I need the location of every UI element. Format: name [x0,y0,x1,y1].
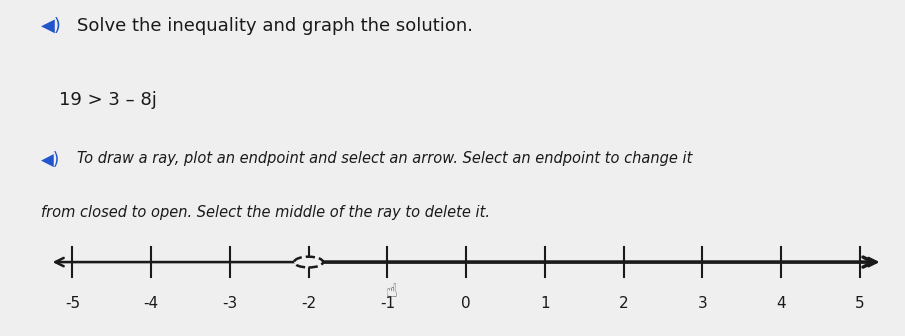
Text: from closed to open. Select the middle of the ray to delete it.: from closed to open. Select the middle o… [41,205,490,220]
Text: To draw a ray, plot an endpoint and select an arrow. Select an endpoint to chang: To draw a ray, plot an endpoint and sele… [77,151,692,166]
Circle shape [294,257,323,267]
Text: Solve the inequality and graph the solution.: Solve the inequality and graph the solut… [77,17,473,35]
Text: 2: 2 [619,296,628,311]
Text: -2: -2 [301,296,316,311]
Text: 4: 4 [776,296,786,311]
Text: 19 > 3 – 8j: 19 > 3 – 8j [59,91,157,109]
Text: ◀): ◀) [41,17,62,35]
Text: -1: -1 [380,296,395,311]
Text: ☝: ☝ [386,282,398,301]
Text: 5: 5 [855,296,864,311]
Text: -5: -5 [65,296,80,311]
Text: 3: 3 [698,296,707,311]
Text: -3: -3 [223,296,237,311]
Text: -4: -4 [144,296,158,311]
Text: 1: 1 [540,296,549,311]
Text: 0: 0 [462,296,471,311]
Text: ◀): ◀) [41,151,60,169]
